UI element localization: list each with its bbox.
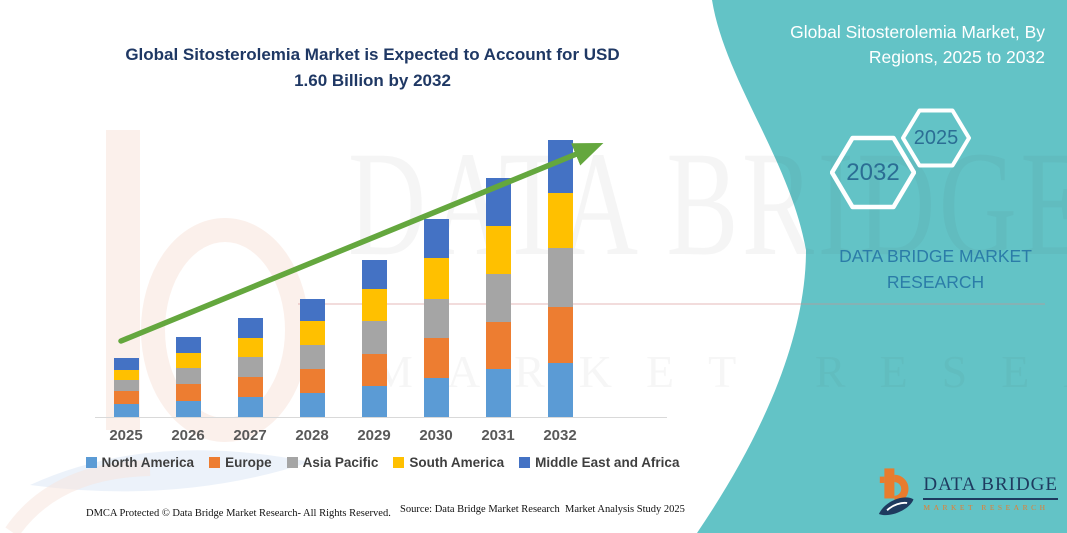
bar-2025-south-america: [113, 370, 139, 380]
legend-label: South America: [409, 455, 505, 470]
bar-2031-middle-east-and-africa: [485, 178, 511, 226]
legend-label: Middle East and Africa: [535, 455, 680, 470]
x-axis-label-2027: 2027: [233, 427, 267, 444]
logo-title: DATA BRIDGE: [923, 474, 1058, 500]
bar-2032-south-america: [547, 193, 573, 248]
x-axis-label-2032: 2032: [543, 427, 577, 444]
bar-2027-asia-pacific: [237, 357, 263, 377]
bar-2030-middle-east-and-africa: [423, 219, 449, 258]
dmca-notice: DMCA Protected © Data Bridge Market Rese…: [86, 508, 391, 519]
chart-title: Global Sitosterolemia Market is Expected…: [125, 45, 620, 90]
brand-text-line2: RESEARCH: [886, 272, 985, 293]
x-axis-line: [95, 417, 667, 418]
hexagon-2025-icon: [901, 108, 971, 168]
bar-2029-asia-pacific: [361, 321, 387, 354]
bar-2027-europe: [237, 377, 263, 397]
bar-2027-middle-east-and-africa: [237, 318, 263, 338]
bar-2026-north-america: [175, 401, 201, 417]
bar-2029-europe: [361, 354, 387, 386]
legend-item-middle-east-and-africa: Middle East and Africa: [519, 455, 679, 470]
side-panel-brand-text: DATA BRIDGE MARKET RESEARCH: [828, 243, 1043, 296]
bar-2028-north-america: [299, 393, 325, 417]
bar-2025: [113, 358, 139, 417]
bar-2032: [547, 140, 573, 417]
bar-2027-north-america: [237, 397, 263, 417]
legend-swatch-icon: [519, 457, 531, 468]
databridge-logo: DATA BRIDGE MARKET RESEARCH: [878, 466, 1058, 520]
bar-2030-asia-pacific: [423, 299, 449, 338]
bar-2028-europe: [299, 369, 325, 393]
legend-swatch-icon: [209, 457, 221, 468]
bar-2030-south-america: [423, 258, 449, 299]
databridge-b-icon: [878, 468, 914, 516]
bar-2028: [299, 299, 325, 417]
bar-2029-south-america: [361, 289, 387, 321]
legend-label: Asia Pacific: [302, 455, 379, 470]
source-note: Source: Data Bridge Market Research Mark…: [400, 504, 685, 515]
bar-2032-europe: [547, 307, 573, 363]
legend-item-north-america: North America: [85, 455, 195, 470]
bar-2030: [423, 219, 449, 417]
bar-2026-asia-pacific: [175, 368, 201, 384]
hexagon-2025-label: 2025: [913, 126, 959, 149]
legend-label: North America: [101, 455, 195, 470]
bar-2025-middle-east-and-africa: [113, 358, 139, 370]
bar-2027: [237, 318, 263, 417]
bar-2029: [361, 260, 387, 417]
legend-swatch-icon: [393, 457, 405, 468]
x-axis-label-2030: 2030: [419, 427, 453, 444]
bar-2026-middle-east-and-africa: [175, 337, 201, 353]
legend-item-south-america: South America: [393, 455, 504, 470]
hexagon-2032-icon: [830, 135, 916, 210]
bar-2029-middle-east-and-africa: [361, 260, 387, 289]
bar-2025-europe: [113, 391, 139, 404]
bar-2030-europe: [423, 338, 449, 378]
x-axis-label-2025: 2025: [109, 427, 143, 444]
bar-2029-north-america: [361, 386, 387, 417]
x-axis-label-2031: 2031: [481, 427, 515, 444]
bar-2031-asia-pacific: [485, 274, 511, 322]
x-axis-label-2029: 2029: [357, 427, 391, 444]
legend-swatch-icon: [286, 457, 298, 468]
bar-2025-asia-pacific: [113, 380, 139, 391]
bar-2031-north-america: [485, 369, 511, 417]
bar-2032-middle-east-and-africa: [547, 140, 573, 193]
hexagon-2032-label: 2032: [846, 158, 900, 186]
bar-2031-europe: [485, 322, 511, 369]
x-axis-label-2026: 2026: [171, 427, 205, 444]
legend-item-europe: Europe: [209, 455, 272, 470]
bar-2028-south-america: [299, 321, 325, 345]
bar-2025-north-america: [113, 404, 139, 417]
brand-text-line1: DATA BRIDGE MARKET: [839, 246, 1032, 266]
bar-2026-south-america: [175, 353, 201, 368]
logo-subtitle: MARKET RESEARCH: [923, 503, 1049, 512]
bar-2030-north-america: [423, 378, 449, 417]
bar-2031: [485, 178, 511, 417]
bar-2026: [175, 337, 201, 417]
legend-label: Europe: [225, 455, 272, 470]
legend-item-asia-pacific: Asia Pacific: [286, 455, 379, 470]
chart-legend: North America Europe Asia Pacific South Ame…: [85, 455, 679, 470]
x-axis-labels: 2025 2026 2027 2028 2029 2030 2031 2032: [0, 427, 1067, 447]
side-panel-title: Global Sitosterolemia Market, By Regions…: [790, 22, 1045, 68]
bar-2028-asia-pacific: [299, 345, 325, 369]
bar-2027-south-america: [237, 338, 263, 357]
legend-swatch-icon: [85, 457, 97, 468]
bar-2028-middle-east-and-africa: [299, 299, 325, 321]
bar-2026-europe: [175, 384, 201, 401]
bar-2031-south-america: [485, 226, 511, 274]
watermark-underline: [298, 303, 1045, 305]
bar-2032-asia-pacific: [547, 248, 573, 307]
bar-2032-north-america: [547, 363, 573, 417]
x-axis-label-2028: 2028: [295, 427, 329, 444]
